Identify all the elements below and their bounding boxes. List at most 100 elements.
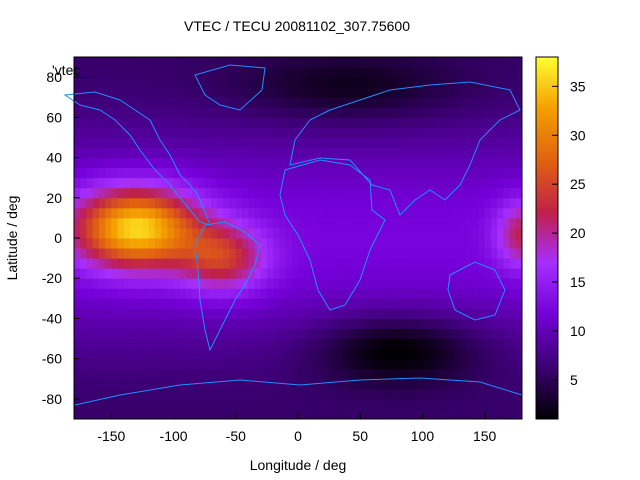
heatmap-cell xyxy=(123,368,131,380)
heatmap-cell xyxy=(98,298,106,309)
heatmap-cell xyxy=(142,107,150,118)
heatmap-cell xyxy=(366,157,374,169)
heatmap-cell xyxy=(210,358,218,370)
heatmap-cell xyxy=(229,167,237,179)
heatmap-cell xyxy=(416,348,423,360)
heatmap-cell xyxy=(179,278,187,289)
heatmap-cell xyxy=(74,288,81,299)
heatmap-cell xyxy=(304,197,311,209)
heatmap-cell xyxy=(515,57,523,68)
heatmap-cell xyxy=(186,348,193,360)
heatmap-cell xyxy=(484,278,492,289)
heatmap-cell xyxy=(148,318,156,329)
heatmap-cell xyxy=(217,177,224,189)
heatmap-cell xyxy=(472,157,479,169)
heatmap-cell xyxy=(248,378,255,390)
heatmap-cell xyxy=(466,328,473,340)
heatmap-cell xyxy=(260,117,268,128)
heatmap-cell xyxy=(148,358,156,370)
heatmap-cell xyxy=(441,77,448,88)
heatmap-cell xyxy=(291,217,299,229)
heatmap-cell xyxy=(130,398,137,410)
heatmap-cell xyxy=(453,67,461,78)
heatmap-cell xyxy=(235,137,243,148)
heatmap-cell xyxy=(285,358,293,370)
heatmap-cell xyxy=(441,217,448,229)
heatmap-cell xyxy=(360,77,367,88)
heatmap-cell xyxy=(254,368,262,380)
heatmap-cell xyxy=(403,238,411,249)
heatmap-cell xyxy=(366,258,374,269)
heatmap-cell xyxy=(223,258,231,269)
heatmap-cell xyxy=(298,258,305,269)
heatmap-cell xyxy=(472,288,479,299)
heatmap-cell xyxy=(223,127,231,138)
heatmap-cell xyxy=(322,318,330,329)
heatmap-cell xyxy=(372,248,380,259)
heatmap-cell xyxy=(186,238,193,249)
heatmap-cell xyxy=(198,268,206,279)
heatmap-cell xyxy=(354,298,361,309)
heatmap-cell xyxy=(98,177,106,189)
heatmap-cell xyxy=(304,127,311,138)
heatmap-cell xyxy=(403,67,411,78)
heatmap-cell xyxy=(148,227,156,239)
heatmap-cell xyxy=(410,298,417,309)
heatmap-cell xyxy=(422,368,430,380)
heatmap-cell xyxy=(248,398,255,410)
heatmap-cell xyxy=(130,348,137,360)
heatmap-cell xyxy=(105,348,112,360)
heatmap-cell xyxy=(354,227,361,239)
heatmap-cell xyxy=(515,298,523,309)
heatmap-cell xyxy=(316,227,324,239)
heatmap-cell xyxy=(459,408,467,420)
heatmap-cell xyxy=(130,197,137,209)
heatmap-cell xyxy=(260,338,268,350)
heatmap-cell xyxy=(285,127,293,138)
heatmap-cell xyxy=(161,207,168,219)
heatmap-cell xyxy=(447,187,455,199)
heatmap-cell xyxy=(466,278,473,289)
heatmap-cell xyxy=(210,408,218,420)
heatmap-cell xyxy=(341,167,349,179)
heatmap-cell xyxy=(98,57,106,68)
heatmap-cell xyxy=(347,238,355,249)
heatmap-cell xyxy=(74,258,81,269)
heatmap-cell xyxy=(490,258,498,269)
heatmap-cell xyxy=(285,197,293,209)
heatmap-cell xyxy=(161,217,168,229)
heatmap-cell xyxy=(503,318,511,329)
heatmap-cell xyxy=(136,318,143,329)
heatmap-cell xyxy=(366,278,374,289)
heatmap-cell xyxy=(148,67,156,78)
heatmap-cell xyxy=(86,147,94,159)
heatmap-cell xyxy=(478,338,486,350)
heatmap-cell xyxy=(260,127,268,138)
heatmap-cell xyxy=(397,137,405,148)
heatmap-cell xyxy=(92,258,100,269)
heatmap-cell xyxy=(310,318,318,329)
heatmap-cell xyxy=(391,308,399,319)
heatmap-cell xyxy=(204,127,212,138)
heatmap-cell xyxy=(217,77,224,88)
heatmap-cell xyxy=(266,97,274,108)
heatmap-cell xyxy=(248,127,255,138)
heatmap-cell xyxy=(316,197,324,209)
heatmap-cell xyxy=(322,97,330,108)
heatmap-cell xyxy=(335,177,343,189)
heatmap-cell xyxy=(304,238,311,249)
heatmap-cell xyxy=(192,368,199,380)
heatmap-cell xyxy=(478,248,486,259)
heatmap-cell xyxy=(192,177,199,189)
heatmap-cell xyxy=(403,298,411,309)
heatmap-cell xyxy=(515,197,523,209)
heatmap-cell xyxy=(403,117,411,128)
heatmap-cell xyxy=(111,378,119,390)
heatmap-cell xyxy=(509,127,517,138)
heatmap-cell xyxy=(410,57,417,68)
heatmap-cell xyxy=(98,258,106,269)
heatmap-cell xyxy=(154,67,162,78)
heatmap-cell xyxy=(378,207,386,219)
heatmap-cell xyxy=(123,197,131,209)
heatmap-cell xyxy=(416,298,423,309)
